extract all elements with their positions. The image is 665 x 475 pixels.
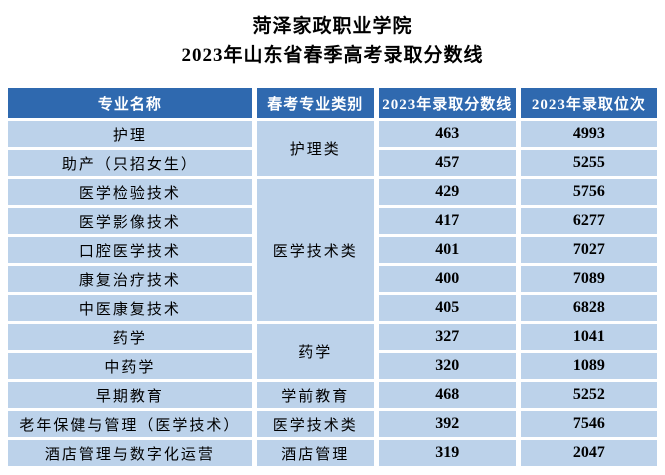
major-cell: 中药学 [8, 353, 252, 379]
rank-cell: 2047 [520, 440, 657, 466]
category-cell: 酒店管理 [256, 440, 374, 466]
score-cell: 405 [378, 295, 516, 321]
header-rank: 2023年录取位次 [520, 88, 657, 118]
major-cell: 口腔医学技术 [8, 237, 252, 263]
score-cell: 401 [378, 237, 516, 263]
rank-cell: 1041 [520, 324, 657, 350]
header-score: 2023年录取分数线 [378, 88, 516, 118]
score-cell: 400 [378, 266, 516, 292]
major-cell: 早期教育 [8, 382, 252, 408]
rank-cell: 1089 [520, 353, 657, 379]
title-line-1: 菏泽家政职业学院 [252, 16, 413, 37]
rank-cell: 6828 [520, 295, 657, 321]
category-cell: 医学技术类 [256, 411, 374, 437]
category-cell: 医学技术类 [256, 179, 374, 321]
rank-cell: 7027 [520, 237, 657, 263]
document-title: 菏泽家政职业学院 2023年山东省春季高考录取分数线 [0, 0, 665, 70]
category-cell: 学前教育 [256, 382, 374, 408]
table-row: 中药学 320 1089 [8, 353, 657, 379]
rank-cell: 7089 [520, 266, 657, 292]
table-row: 中医康复技术 405 6828 [8, 295, 657, 321]
major-cell: 助产（只招女生） [8, 150, 252, 176]
rank-cell: 4993 [520, 121, 657, 147]
table-row: 医学检验技术 医学技术类 429 5756 [8, 179, 657, 321]
score-cell: 327 [378, 324, 516, 350]
rank-cell: 6277 [520, 208, 657, 234]
table-row: 口腔医学技术 401 7027 [8, 237, 657, 263]
rank-cell: 5255 [520, 150, 657, 176]
major-cell: 医学检验技术 [8, 179, 252, 205]
rank-cell: 5756 [520, 179, 657, 205]
table-row: 护理 护理类 463 4993 [8, 121, 657, 176]
table-row: 酒店管理与数字化运营 酒店管理 319 2047 [8, 440, 657, 466]
major-cell: 药学 [8, 324, 252, 350]
score-cell: 429 [378, 179, 516, 205]
rank-cell: 7546 [520, 411, 657, 437]
major-cell: 中医康复技术 [8, 295, 252, 321]
rank-cell: 5252 [520, 382, 657, 408]
major-cell: 护理 [8, 121, 252, 147]
table-row: 老年保健与管理（医学技术） 医学技术类 392 7546 [8, 411, 657, 437]
table-body: 护理 护理类 463 4993 助产（只招女生） 457 5255 医学检验技术 医学技术类 42… [8, 121, 657, 466]
header-row: 专业名称 春考专业类别 2023年录取分数线 2023年录取位次 [8, 88, 657, 118]
header-category: 春考专业类别 [256, 88, 374, 118]
score-cell: 468 [378, 382, 516, 408]
major-cell: 酒店管理与数字化运营 [8, 440, 252, 466]
title-line-2: 2023年山东省春季高考录取分数线 [181, 45, 484, 66]
score-cell: 392 [378, 411, 516, 437]
category-cell: 护理类 [256, 121, 374, 176]
major-cell: 老年保健与管理（医学技术） [8, 411, 252, 437]
score-table-container: 专业名称 春考专业类别 2023年录取分数线 2023年录取位次 护理 护理类 46… [8, 88, 657, 466]
score-cell: 457 [378, 150, 516, 176]
table-row: 助产（只招女生） 457 5255 [8, 150, 657, 176]
header-major: 专业名称 [8, 88, 252, 118]
major-cell: 医学影像技术 [8, 208, 252, 234]
admission-score-table: 专业名称 春考专业类别 2023年录取分数线 2023年录取位次 护理 护理类 46… [8, 88, 657, 466]
score-cell: 320 [378, 353, 516, 379]
category-cell: 药学 [256, 324, 374, 379]
table-row: 药学 药学 327 1041 [8, 324, 657, 379]
score-cell: 319 [378, 440, 516, 466]
table-row: 医学影像技术 417 6277 [8, 208, 657, 234]
score-cell: 463 [378, 121, 516, 147]
score-cell: 417 [378, 208, 516, 234]
major-cell: 康复治疗技术 [8, 266, 252, 292]
table-row: 早期教育 学前教育 468 5252 [8, 382, 657, 408]
table-header: 专业名称 春考专业类别 2023年录取分数线 2023年录取位次 [8, 88, 657, 118]
table-row: 康复治疗技术 400 7089 [8, 266, 657, 292]
